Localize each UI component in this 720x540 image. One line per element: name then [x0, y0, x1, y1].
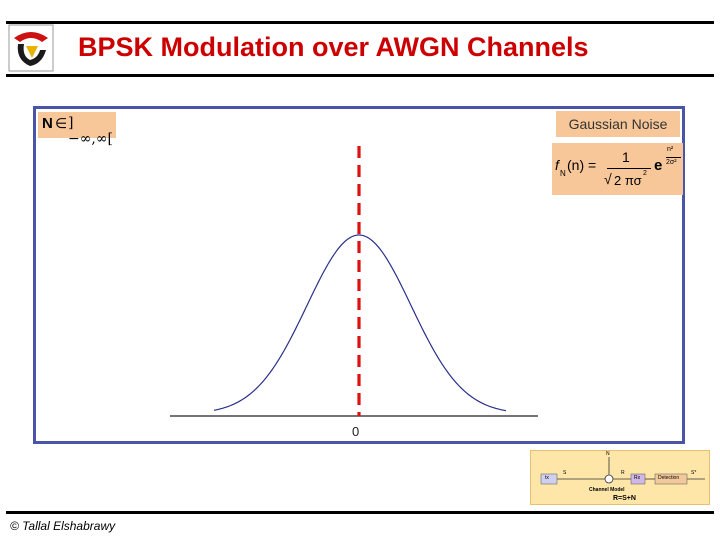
channel-rx-label: Rx: [634, 475, 641, 481]
channel-s-hat-label: S*: [691, 470, 697, 476]
pdf-exp-top: n²: [667, 146, 674, 153]
gaussian-pdf-formula: f N (n) = 1 √ 2 πσ 2 e n² 2σ²: [552, 143, 683, 195]
pdf-exp-base: e: [654, 157, 663, 174]
pdf-exp-bar: [666, 157, 681, 158]
channel-model-caption: Channel Model: [589, 487, 625, 493]
gaussian-noise-label: Gaussian Noise: [556, 111, 680, 137]
pdf-sqrt-symbol: √: [604, 171, 612, 187]
noise-symbol: N: [42, 115, 53, 132]
pdf-argument: (n) =: [567, 157, 597, 173]
top-rule: [6, 21, 714, 24]
channel-detection-label: Detection: [658, 475, 680, 481]
noise-range: ]−∞,∞[: [68, 115, 113, 147]
channel-s-label: S: [563, 470, 567, 476]
channel-r-label: R: [621, 470, 625, 476]
channel-equation: R=S+N: [613, 495, 636, 502]
university-logo: [8, 24, 54, 72]
pdf-denominator: 2 πσ: [614, 173, 642, 188]
origin-label: 0: [352, 424, 360, 439]
copyright-footer: © Tallal Elshabrawy: [10, 519, 116, 533]
gaussian-curve: [213, 234, 507, 412]
footer-rule: [6, 511, 714, 514]
element-of-symbol: ∈: [55, 115, 68, 131]
pdf-fraction-bar: [607, 168, 651, 169]
channel-n-label: N: [606, 451, 610, 457]
channel-tx-label: tx: [545, 475, 549, 481]
channel-model-diagram: tx Rx Detection S R N S* Channel Model R…: [530, 450, 710, 505]
pdf-exp-bottom: 2σ²: [666, 159, 677, 166]
slide-title: BPSK Modulation over AWGN Channels: [78, 32, 589, 62]
title-rule: [6, 74, 714, 77]
pdf-subscript: N: [560, 169, 566, 178]
pdf-f: f: [555, 157, 559, 173]
noise-domain-callout: N ∈ ]−∞,∞[: [38, 112, 116, 147]
pdf-numerator: 1: [622, 149, 630, 165]
pdf-denominator-exponent: 2: [643, 170, 647, 177]
